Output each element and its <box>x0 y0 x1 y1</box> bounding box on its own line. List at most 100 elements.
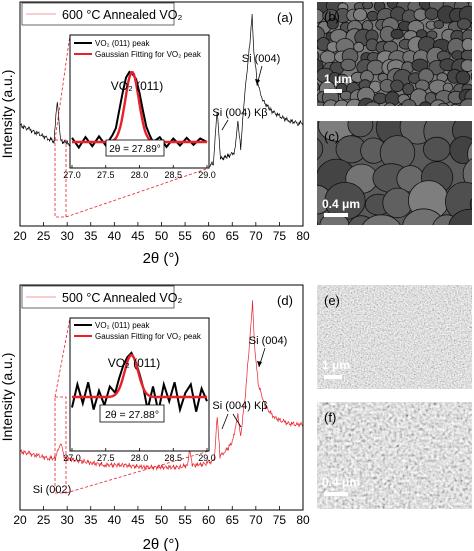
sem-grain <box>450 103 461 106</box>
sem-e-scale-bar <box>324 375 342 379</box>
panel-d-annotation-si002: Si (002) <box>33 484 72 496</box>
sem-f-scale-bar <box>324 492 348 496</box>
panel-a-inset-plot-area <box>71 70 208 150</box>
panel-d-annotation-si004-arrowhead <box>257 361 262 367</box>
panel-d-inset-plot-area <box>71 351 208 414</box>
panel-d-inset-fit-box <box>99 404 165 423</box>
sem-grain <box>402 83 415 96</box>
panel-d-inset-x-tick-label: 27.5 <box>97 453 115 463</box>
sem-b-label: (b) <box>324 9 340 24</box>
panel-d-x-tick-label: 70 <box>249 513 263 527</box>
panel-d-inset-fit-line <box>72 353 207 399</box>
panel-d-inset-x-tick-label: 28.0 <box>131 453 149 463</box>
sem-grain <box>456 18 472 30</box>
sem-grain <box>390 79 404 93</box>
sem-e-label: (e) <box>324 293 340 308</box>
panel-d-annotation-kb-arrow <box>221 413 229 430</box>
sem-grain <box>366 0 379 1</box>
panel-a-annotation-si004-arrowhead <box>255 79 260 85</box>
panel-a-x-tick-label: 60 <box>202 229 216 243</box>
panel-a-zoom-box <box>54 139 67 218</box>
panel-a-inset-x-tick-label: 29.0 <box>198 170 216 180</box>
panel-d-inset-x-tick-label: 27.0 <box>63 453 81 463</box>
sem-grain <box>317 138 324 160</box>
sem-grain <box>459 98 472 106</box>
panel-d-series-line <box>19 300 304 471</box>
panel-d-inset-legend-data: VO₂ (011) peak <box>95 321 151 330</box>
panel-a-x-tick-label: 45 <box>131 229 145 243</box>
sem-grain <box>448 208 472 225</box>
panel-a-x-axis: 20 25 30 35 40 45 50 55 60 65 70 75 80 <box>13 222 310 243</box>
panel-a-x-tick-label: 65 <box>226 229 240 243</box>
sem-grain <box>422 136 451 162</box>
sem-grain <box>451 0 468 1</box>
panel-a-inset-fit-box <box>105 139 165 157</box>
panel-d-x-tick-label: 60 <box>202 513 216 527</box>
panel-a-x-tick-label: 40 <box>108 229 122 243</box>
sem-grain <box>317 221 319 225</box>
panel-a-xlabel: 2θ (°) <box>143 250 180 267</box>
panel-a-legend-box <box>21 2 175 26</box>
sem-grain <box>433 19 445 29</box>
panel-d-zoom-line-1 <box>54 317 71 398</box>
panel-d-inset-x-tick-label: 28.5 <box>164 453 182 463</box>
sem-grain <box>424 7 439 21</box>
panel-d-inset-x-axis: 27.0 27.5 28.0 28.5 29.0 <box>63 448 216 463</box>
sem-f-label: (f) <box>324 410 336 425</box>
panel-a-zoom-line-2 <box>65 167 210 218</box>
panel-a-x-tick-label: 75 <box>273 229 287 243</box>
panel-a-inset-peak-label: VO₂ (011) <box>111 79 163 93</box>
panel-a-legend: 600 °C Annealed VO₂ <box>21 2 182 26</box>
sem-c-scale-text: 0.4 μm <box>322 197 360 211</box>
panel-a-x-tick-label: 25 <box>37 229 51 243</box>
panel-d-x-axis: 20 25 30 35 40 45 50 55 60 65 70 75 80 <box>13 506 310 527</box>
sem-grain <box>418 101 432 106</box>
panel-d-legend: 500 °C Annealed VO₂ <box>21 285 182 309</box>
sem-grain <box>353 41 365 53</box>
sem-grain <box>317 82 320 91</box>
sem-e-scale-text: 1 μm <box>322 358 350 372</box>
sem-grain <box>317 2 320 11</box>
sem-grain <box>470 72 472 81</box>
sem-grain <box>317 51 320 61</box>
sem-grain <box>384 102 396 106</box>
panel-d-x-tick-label: 25 <box>37 513 51 527</box>
panel-a: (a) 600 °C Annealed VO₂ Si (004) Si (004… <box>0 1 310 267</box>
panel-d-x-tick-label: 35 <box>84 513 98 527</box>
sem-grain <box>438 102 449 106</box>
sem-grain <box>358 97 375 106</box>
panel-a-x-tick-label: 20 <box>13 229 27 243</box>
panel-d-x-tick-label: 20 <box>13 513 27 527</box>
panel-d-x-tick-label: 30 <box>60 513 74 527</box>
sem-image-f: (f) 0.4 μm <box>317 402 472 509</box>
panel-a-x-tick-label: 30 <box>60 229 74 243</box>
panel-d-annotation-kb: Si (004) Kβ <box>212 400 267 412</box>
sem-b-scale-text: 1 μm <box>324 72 352 86</box>
sem-image-c: (c) 0.4 μm <box>270 87 472 225</box>
panel-a-zoom-line-1 <box>54 34 71 141</box>
panel-d-zoom-box <box>54 396 67 494</box>
sem-grain <box>347 121 374 138</box>
sem-c-scale-bar <box>324 213 348 217</box>
sem-grain <box>270 87 313 127</box>
sem-grain <box>343 0 354 2</box>
panel-a-inset-x-axis: 27.0 27.5 28.0 28.5 29.0 <box>63 165 216 180</box>
sem-e-texture <box>317 285 472 389</box>
panel-a-inset-legend-data: VO₂ (011) peak <box>95 39 151 48</box>
sem-grain <box>460 59 472 72</box>
panel-a-inset-x-tick-label: 27.5 <box>97 170 115 180</box>
sem-grain <box>317 39 320 50</box>
panel-d-inset-frame <box>69 317 210 452</box>
sem-grain <box>362 214 401 225</box>
panel-d-inset-peak-label: VO₂ (011) <box>108 356 160 370</box>
panel-d-x-tick-label: 80 <box>296 513 310 527</box>
sem-c-label: (c) <box>324 129 339 144</box>
panel-a-x-tick-label: 35 <box>84 229 98 243</box>
sem-grain <box>455 70 471 85</box>
panel-a-inset-fit-line <box>72 70 207 144</box>
sem-b-scale-bar <box>324 89 342 93</box>
sem-grain <box>317 8 324 24</box>
sem-f-texture <box>317 402 472 509</box>
sem-grain <box>382 187 413 219</box>
panel-a-label: (a) <box>277 10 293 25</box>
